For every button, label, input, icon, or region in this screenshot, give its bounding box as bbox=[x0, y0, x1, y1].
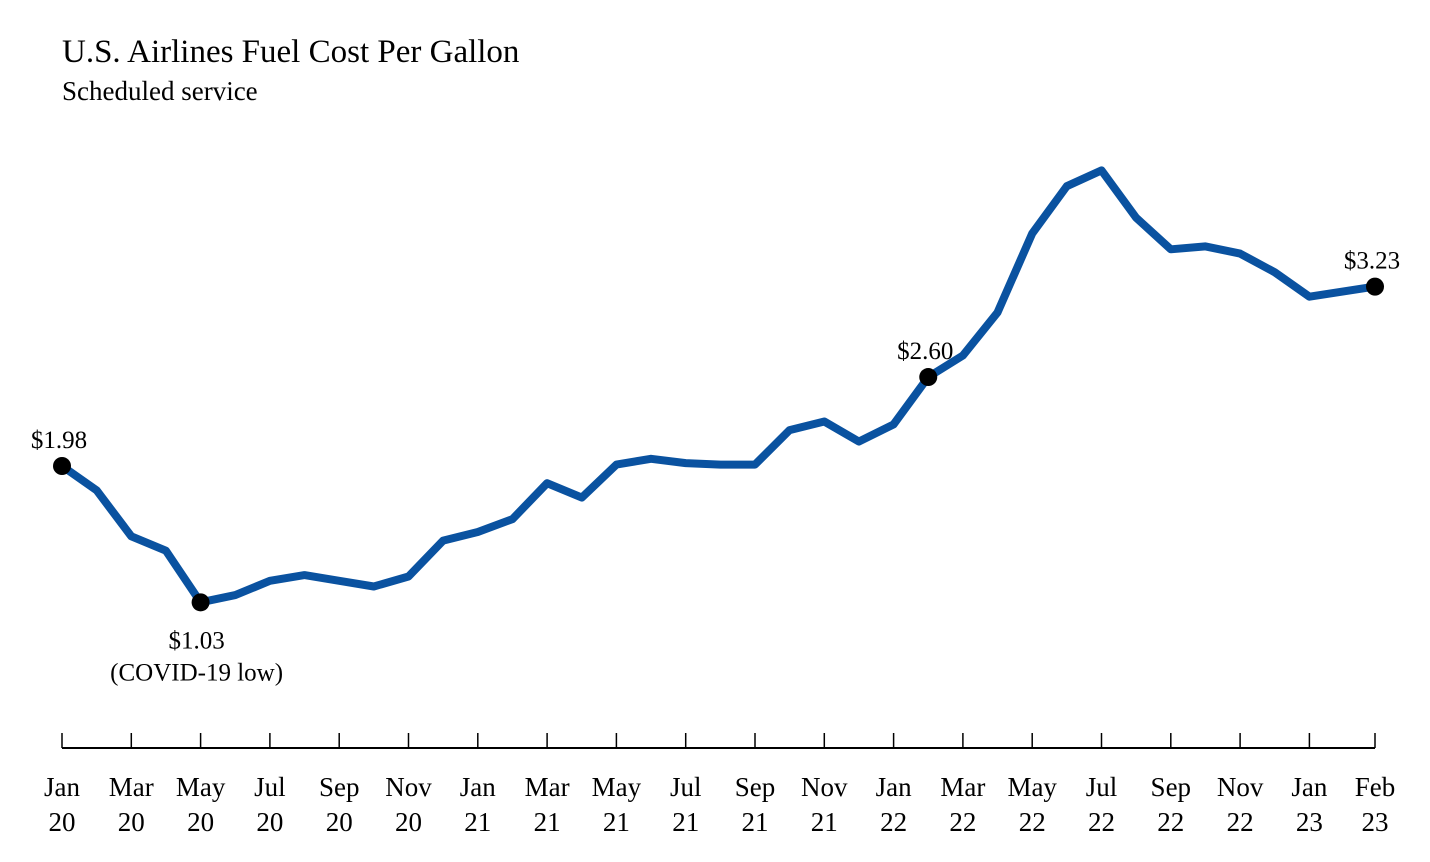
annotation-marker bbox=[919, 368, 938, 387]
x-tick-label-year: 20 bbox=[326, 807, 353, 837]
x-tick-label-month: Mar bbox=[525, 772, 570, 802]
x-tick-label-month: Sep bbox=[319, 772, 360, 802]
annotation-marker bbox=[53, 457, 71, 475]
x-tick-label-month: May bbox=[592, 772, 642, 802]
x-tick-label-year: 22 bbox=[1019, 807, 1046, 837]
annotation-marker bbox=[1366, 277, 1384, 296]
x-tick-label-month: Jul bbox=[670, 772, 702, 802]
x-tick-label-month: Nov bbox=[1217, 772, 1264, 802]
x-tick-label-month: Mar bbox=[940, 772, 985, 802]
x-tick-label-month: Jul bbox=[254, 772, 286, 802]
annotation-note: (COVID-19 low) bbox=[110, 659, 283, 686]
annotation-label: $1.98 bbox=[31, 427, 87, 454]
x-tick-label-month: Jan bbox=[460, 772, 496, 802]
x-tick-label-month: Mar bbox=[109, 772, 154, 802]
x-tick-label-year: 21 bbox=[534, 807, 561, 837]
x-tick-label-month: Nov bbox=[385, 772, 432, 802]
x-tick-label-year: 20 bbox=[118, 807, 145, 837]
x-tick-label-year: 20 bbox=[256, 807, 283, 837]
x-tick-label-year: 22 bbox=[949, 807, 976, 837]
annotation-label: $1.03 bbox=[168, 627, 224, 654]
chart-subtitle: Scheduled service bbox=[62, 76, 258, 106]
x-tick-label-year: 21 bbox=[742, 807, 769, 837]
x-tick-label-year: 20 bbox=[49, 807, 76, 837]
x-tick-label-month: Feb bbox=[1355, 772, 1396, 802]
x-tick-label-month: Jan bbox=[44, 772, 80, 802]
x-tick-label-year: 21 bbox=[464, 807, 491, 837]
x-tick-label-month: Sep bbox=[1151, 772, 1192, 802]
x-tick-label-year: 23 bbox=[1362, 807, 1389, 837]
x-tick-label-month: Jul bbox=[1086, 772, 1118, 802]
x-tick-label-year: 22 bbox=[1088, 807, 1115, 837]
x-tick-label-month: Sep bbox=[735, 772, 776, 802]
x-tick-label-year: 22 bbox=[1227, 807, 1254, 837]
chart-title: U.S. Airlines Fuel Cost Per Gallon bbox=[62, 34, 520, 70]
x-tick-label-year: 21 bbox=[603, 807, 630, 837]
x-tick-label-year: 21 bbox=[811, 807, 838, 837]
x-tick-label-year: 22 bbox=[1157, 807, 1184, 837]
x-tick-label-month: May bbox=[1007, 772, 1057, 802]
x-tick-label-month: Nov bbox=[801, 772, 848, 802]
annotation-label: $3.23 bbox=[1344, 248, 1400, 275]
x-tick-label-month: Jan bbox=[1291, 772, 1327, 802]
x-tick-label-year: 20 bbox=[187, 807, 214, 837]
annotation-label: $2.60 bbox=[897, 338, 953, 365]
annotation-marker bbox=[191, 593, 210, 612]
series-line bbox=[58, 166, 1379, 607]
x-tick-label-month: May bbox=[176, 772, 226, 802]
x-tick-label-year: 20 bbox=[395, 807, 422, 837]
x-tick-label-year: 22 bbox=[880, 807, 907, 837]
x-tick-label-month: Jan bbox=[876, 772, 912, 802]
x-tick-label-year: 21 bbox=[672, 807, 699, 837]
x-tick-label-year: 23 bbox=[1296, 807, 1323, 837]
